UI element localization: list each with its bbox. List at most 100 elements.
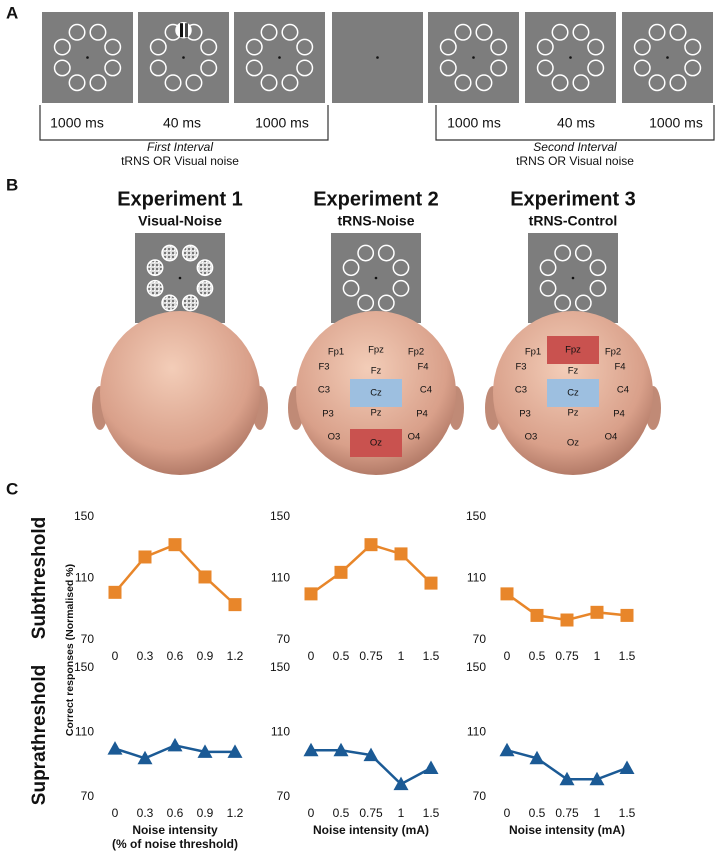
electrode-label: P4: [613, 409, 625, 420]
panel-label: B: [6, 175, 18, 194]
grating: [175, 21, 192, 39]
experiment-subtitle: tRNS-Control: [529, 213, 618, 229]
placeholder-circle: [149, 38, 167, 56]
placeholder-circle: [454, 74, 472, 92]
x-tick-label: 1.2: [227, 806, 244, 820]
fixation: [569, 56, 572, 59]
fixation: [182, 56, 185, 59]
data-point: [500, 587, 514, 601]
electrode-label: F3: [318, 362, 329, 373]
placeholder-circle: [200, 38, 218, 56]
experiment-title: Experiment 3: [510, 188, 636, 210]
data-point: [590, 605, 604, 619]
placeholder-circle: [454, 23, 472, 41]
placeholder-circle: [68, 74, 86, 92]
electrode-pad: [547, 336, 599, 364]
placeholder-circle: [589, 279, 607, 297]
y-tick-label: 110: [271, 725, 290, 739]
x-tick-label: 0.5: [333, 806, 350, 820]
timing: 1000 ms: [255, 115, 309, 131]
x-tick-label: 1: [594, 806, 601, 820]
placeholder-circle: [475, 74, 493, 92]
x-tick-label: 1.2: [227, 649, 244, 663]
electrode-label: C4: [617, 385, 629, 396]
y-tick-label: 150: [270, 660, 290, 674]
x-tick-label: 0.5: [333, 649, 350, 663]
electrode-label: O4: [605, 432, 618, 443]
placeholder-circle: [490, 38, 508, 56]
x-tick-label: 0.9: [197, 806, 214, 820]
y-tick-label: 110: [271, 571, 290, 585]
placeholder-circle: [684, 59, 702, 77]
bracket: [39, 105, 329, 141]
y-tick-label: 70: [81, 632, 95, 646]
data-point: [620, 608, 634, 622]
x-tick-label: 0.5: [529, 649, 546, 663]
x-axis-label: Noise intensity: [132, 823, 218, 837]
placeholder-circle: [490, 59, 508, 77]
data-point: [303, 742, 319, 757]
grating-bar: [180, 23, 183, 38]
placeholder-circle: [185, 74, 203, 92]
x-tick-label: 0.75: [555, 806, 579, 820]
x-tick-label: 0.3: [137, 649, 154, 663]
head: [100, 311, 260, 475]
y-tick-label: 150: [74, 660, 94, 674]
x-tick-label: 1.5: [619, 806, 636, 820]
x-tick-label: 1.5: [619, 649, 636, 663]
panel-label: A: [6, 3, 18, 22]
placeholder-circle: [377, 244, 395, 262]
timing: 1000 ms: [447, 115, 501, 131]
placeholder-circle: [161, 244, 179, 262]
placeholder-circle: [554, 244, 572, 262]
electrode-label: O3: [525, 432, 538, 443]
placeholder-circle: [536, 59, 554, 77]
panel-c: C Subthreshold Suprathreshold Correct re…: [6, 479, 636, 851]
experiment-title: Experiment 2: [313, 188, 439, 210]
data-point: [559, 771, 575, 786]
y-tick-label: 110: [467, 725, 486, 739]
placeholder-circle: [648, 74, 666, 92]
placeholder-circle: [475, 23, 493, 41]
placeholder-circle: [357, 294, 375, 312]
electrode-label: P4: [416, 409, 428, 420]
electrode-label: C3: [515, 385, 527, 396]
data-point: [619, 760, 635, 774]
data-point: [364, 538, 378, 552]
data-point: [560, 613, 574, 627]
placeholder-circle: [377, 294, 395, 312]
placeholder-circle: [53, 59, 71, 77]
electrode-label: F4: [417, 362, 428, 373]
y-tick-label: 150: [74, 509, 94, 523]
bracket: [435, 105, 715, 141]
x-tick-label: 0.6: [167, 806, 184, 820]
data-point: [363, 747, 379, 762]
data-point: [589, 771, 605, 786]
x-tick-label: 1: [398, 649, 405, 663]
data-point: [168, 538, 182, 552]
electrode-label: F3: [515, 362, 526, 373]
placeholder-circle: [146, 259, 164, 277]
timing: 40 ms: [163, 115, 201, 131]
y-tick-label: 70: [81, 789, 95, 803]
x-axis-label: (% of noise threshold): [112, 837, 238, 851]
placeholder-circle: [572, 23, 590, 41]
grating-bar: [185, 23, 188, 38]
placeholder-circle: [342, 279, 360, 297]
x-axis-label: Noise intensity (mA): [313, 823, 429, 837]
x-tick-label: 0: [504, 806, 511, 820]
data-point: [228, 598, 242, 612]
placeholder-circle: [572, 74, 590, 92]
placeholder-circle: [196, 279, 214, 297]
panel-b: B Experiment 1 Visual-Noise Experiment 2 tR…: [6, 175, 661, 475]
x-tick-label: 0.75: [555, 649, 579, 663]
placeholder-circle: [574, 294, 592, 312]
placeholder-circle: [536, 38, 554, 56]
placeholder-circle: [587, 59, 605, 77]
y-tick-label: 70: [473, 632, 487, 646]
y-tick-label: 70: [277, 789, 291, 803]
placeholder-circle: [551, 23, 569, 41]
x-tick-label: 0.75: [359, 806, 383, 820]
electrode-label: O3: [328, 432, 341, 443]
electrode-label: F4: [614, 362, 625, 373]
